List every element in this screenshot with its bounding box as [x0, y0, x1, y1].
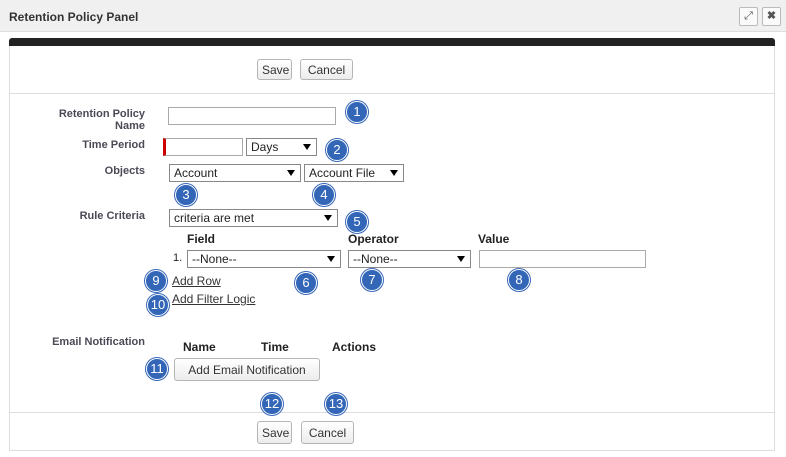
badge: 4 [313, 184, 335, 206]
value-input[interactable] [479, 250, 646, 268]
column-header: Field [187, 232, 216, 246]
criteria-select[interactable]: criteria are met [169, 209, 338, 227]
cancel-button[interactable]: Cancel [300, 59, 353, 80]
cancel-button[interactable]: Cancel [301, 421, 354, 444]
badge: 13 [325, 393, 347, 415]
badge: 12 [261, 393, 283, 415]
field-label: Email Notification [52, 336, 145, 348]
title-bar [0, 0, 786, 32]
operator-select[interactable]: --None-- [348, 250, 471, 268]
badge: 3 [175, 184, 197, 206]
file-type-select[interactable]: Account File [304, 164, 404, 182]
panel [9, 46, 775, 451]
field-select[interactable]: --None-- [187, 250, 341, 268]
separator [10, 93, 774, 94]
badge: 9 [145, 270, 167, 292]
badge: 2 [326, 139, 348, 161]
badge: 11 [146, 358, 168, 380]
add-filter-logic-link[interactable]: Add Filter Logic [172, 292, 256, 306]
window-title: Retention Policy Panel [9, 10, 139, 24]
column-header: Operator [348, 232, 399, 246]
field-label: Objects [104, 165, 145, 177]
save-button[interactable]: Save [257, 59, 292, 80]
time-period-input[interactable] [163, 138, 243, 156]
time-unit-select[interactable]: Days [246, 138, 317, 156]
column-header: Value [478, 232, 510, 246]
add-email-notification-button[interactable]: Add Email Notification [174, 358, 320, 381]
panel-top-bar [9, 38, 775, 46]
badge: 7 [361, 269, 383, 291]
add-row-link[interactable]: Add Row [172, 274, 221, 288]
object-select[interactable]: Account [169, 164, 301, 182]
field-label: Retention Policy Name [58, 108, 145, 132]
maximize-button[interactable]: ⤢ [739, 7, 758, 26]
badge: 6 [295, 272, 317, 294]
policy-name-input[interactable] [168, 107, 336, 125]
column-header: Name [183, 340, 216, 354]
row-number: 1. [173, 252, 183, 264]
close-button[interactable]: ✖ [762, 7, 781, 26]
column-header: Actions [332, 340, 377, 354]
save-button[interactable]: Save [257, 421, 292, 444]
column-header: Time [261, 340, 289, 354]
badge: 1 [346, 101, 368, 123]
badge: 5 [346, 211, 368, 233]
badge: 10 [147, 294, 169, 316]
field-label: Rule Criteria [79, 210, 145, 222]
separator [10, 412, 774, 413]
badge: 8 [508, 269, 530, 291]
field-label: Time Period [82, 139, 145, 151]
